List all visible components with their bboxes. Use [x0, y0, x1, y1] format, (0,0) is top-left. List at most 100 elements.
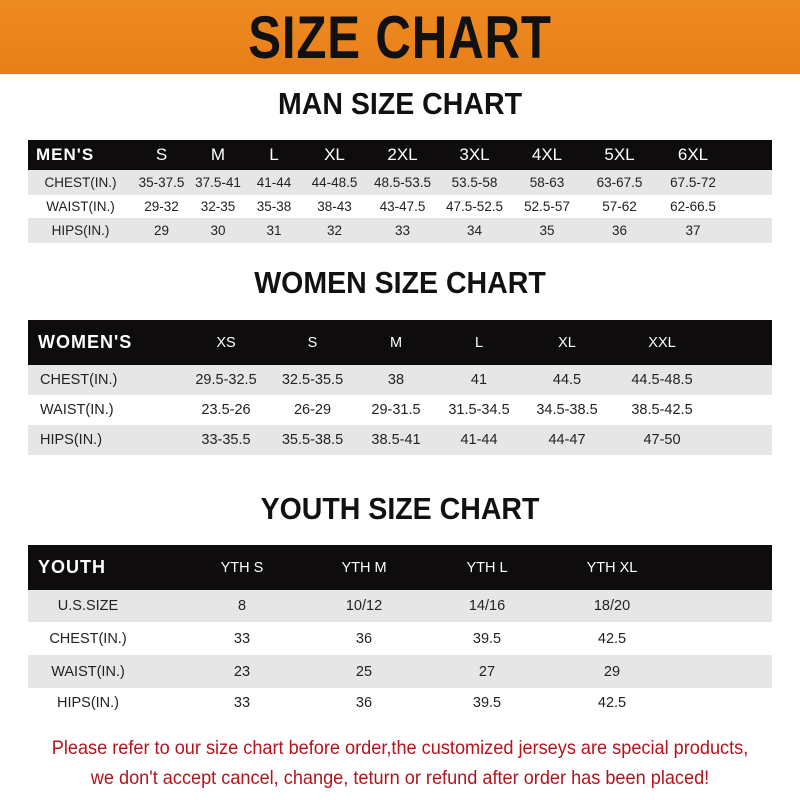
- table-cell: YTH L: [466, 559, 508, 576]
- table-row: CHEST(IN.) 35-37.5 37.5-41 41-44 44-48.5 48.5…: [28, 170, 772, 195]
- table-cell: 5XL: [604, 145, 635, 164]
- row-label: CHEST(IN.): [40, 372, 118, 388]
- table-cell: 38-43: [317, 199, 352, 214]
- table-cell: 57-62: [602, 199, 637, 214]
- table-cell: L: [474, 334, 484, 351]
- table-row: HIPS(IN.) 33-35.5 35.5-38.5 38.5-41 41-44 44-…: [28, 425, 772, 455]
- row-label: WAIST(IN.): [46, 199, 115, 214]
- table-cell: 3XL: [459, 145, 490, 164]
- table-row: WAIST(IN.) 23.5-26 26-29 29-31.5 31.5-34.5 34…: [28, 395, 772, 425]
- table-cell: XS: [216, 334, 236, 351]
- table-row: WAIST(IN.) 29-32 32-35 35-38 38-43 43-47.5 47.…: [28, 195, 772, 218]
- men-size-table: MEN'S S M L XL 2XL 3XL 4XL 5XL 6XL CHEST(IN.) 35-37…: [28, 140, 772, 243]
- table-cell: XL: [324, 145, 345, 164]
- table-cell: 42.5: [597, 695, 627, 711]
- table-cell: YTH S: [220, 559, 264, 576]
- table-cell: 23.5-26: [201, 402, 251, 418]
- table-cell: 39.5: [472, 630, 502, 647]
- row-label: CHEST(IN.): [44, 175, 117, 190]
- table-cell: XL: [558, 334, 576, 351]
- table-cell: 29: [603, 663, 621, 680]
- row-label: YOUTH: [38, 557, 106, 577]
- table-cell: 63-67.5: [596, 175, 643, 190]
- youth-section-title: YOUTH SIZE CHART: [260, 491, 540, 526]
- women-size-table: WOMEN'S XS S M L XL XXL CHEST(IN.) 29.5-32.5 32.5…: [28, 320, 772, 455]
- table-cell: 6XL: [677, 145, 709, 164]
- table-cell: 27: [478, 663, 496, 680]
- table-cell: 58-63: [529, 175, 565, 190]
- table-cell: 10/12: [345, 598, 383, 614]
- table-cell: 41-44: [256, 175, 292, 190]
- table-cell: YTH XL: [586, 559, 638, 576]
- table-row: WAIST(IN.) 23 25 27 29: [28, 655, 772, 688]
- row-label: HIPS(IN.): [56, 695, 120, 711]
- table-header-row: WOMEN'S XS S M L XL XXL: [28, 320, 772, 365]
- table-cell: 34: [466, 223, 483, 238]
- table-cell: 42.5: [597, 630, 627, 647]
- table-cell: 37: [685, 223, 701, 238]
- row-label: HIPS(IN.): [40, 432, 103, 448]
- table-cell: 36: [355, 695, 373, 711]
- table-header-row: YOUTH YTH S YTH M YTH L YTH XL: [28, 545, 772, 590]
- table-row: CHEST(IN.) 33 36 39.5 42.5: [28, 622, 772, 655]
- table-cell: 29-32: [144, 199, 179, 214]
- table-cell: 39.5: [472, 695, 502, 711]
- table-cell: M: [389, 334, 403, 351]
- youth-size-table: YOUTH YTH S YTH M YTH L YTH XL U.S.SIZE 8 10/12…: [28, 545, 772, 718]
- table-cell: 33: [394, 223, 411, 238]
- table-cell: 32.5-35.5: [281, 372, 344, 388]
- table-cell: 35: [539, 223, 555, 238]
- table-cell: 33: [233, 695, 251, 711]
- table-cell: 4XL: [531, 145, 563, 164]
- table-cell: M: [210, 145, 226, 164]
- row-label: HIPS(IN.): [51, 223, 110, 238]
- table-cell: 53.5-58: [451, 175, 498, 190]
- women-section-title: WOMEN SIZE CHART: [254, 265, 546, 300]
- table-cell: 32-35: [200, 199, 236, 214]
- table-cell: 26-29: [293, 402, 332, 418]
- table-row: CHEST(IN.) 29.5-32.5 32.5-35.5 38 41 44.5 44.5…: [28, 365, 772, 395]
- table-cell: XXL: [648, 334, 676, 351]
- table-cell: 29.5-32.5: [195, 372, 257, 388]
- table-cell: 38.5-42.5: [631, 402, 693, 418]
- table-cell: 36: [355, 630, 373, 647]
- table-cell: S: [155, 145, 168, 164]
- table-cell: 35-37.5: [138, 175, 185, 190]
- row-label: WAIST(IN.): [51, 663, 125, 680]
- table-cell: 29-31.5: [371, 402, 421, 418]
- table-cell: 34.5-38.5: [536, 402, 598, 418]
- table-cell: 62-66.5: [670, 199, 716, 214]
- table-cell: 36: [611, 223, 628, 238]
- row-label: WOMEN'S: [38, 332, 133, 352]
- table-cell: 48.5-53.5: [373, 175, 432, 190]
- order-notice: Please refer to our size chart before or…: [28, 733, 772, 793]
- table-cell: 67.5-72: [670, 175, 716, 190]
- table-cell: 33: [233, 630, 251, 647]
- table-cell: 18/20: [593, 598, 631, 614]
- table-cell: 35.5-38.5: [281, 432, 344, 448]
- table-cell: 52.5-57: [524, 199, 570, 214]
- table-cell: 31.5-34.5: [448, 402, 510, 418]
- row-label: MEN'S: [36, 145, 95, 164]
- row-label: U.S.SIZE: [57, 598, 119, 614]
- table-row: U.S.SIZE 8 10/12 14/16 18/20: [28, 590, 772, 622]
- table-row: HIPS(IN.) 33 36 39.5 42.5: [28, 688, 772, 718]
- table-cell: 44-48.5: [311, 175, 358, 190]
- row-label: CHEST(IN.): [49, 630, 127, 647]
- table-cell: 44.5: [552, 372, 582, 388]
- row-label: WAIST(IN.): [40, 402, 114, 418]
- table-cell: 31: [266, 223, 282, 238]
- notice-line-2: we don't accept cancel, change, teturn o…: [90, 767, 710, 789]
- table-cell: 44-47: [548, 432, 586, 448]
- notice-line-1: Please refer to our size chart before or…: [51, 737, 749, 759]
- table-row: HIPS(IN.) 29 30 31 32 33 34 35 36 37: [28, 218, 772, 243]
- table-cell: 37.5-41: [195, 175, 241, 190]
- table-cell: 44.5-48.5: [631, 372, 693, 388]
- table-cell: 35-38: [256, 199, 292, 214]
- table-cell: 38: [387, 372, 405, 388]
- table-cell: YTH M: [341, 559, 387, 576]
- table-cell: 14/16: [468, 598, 506, 614]
- table-cell: 33-35.5: [201, 432, 251, 448]
- table-cell: 23: [233, 663, 251, 680]
- table-header-row: MEN'S S M L XL 2XL 3XL 4XL 5XL 6XL: [28, 140, 772, 170]
